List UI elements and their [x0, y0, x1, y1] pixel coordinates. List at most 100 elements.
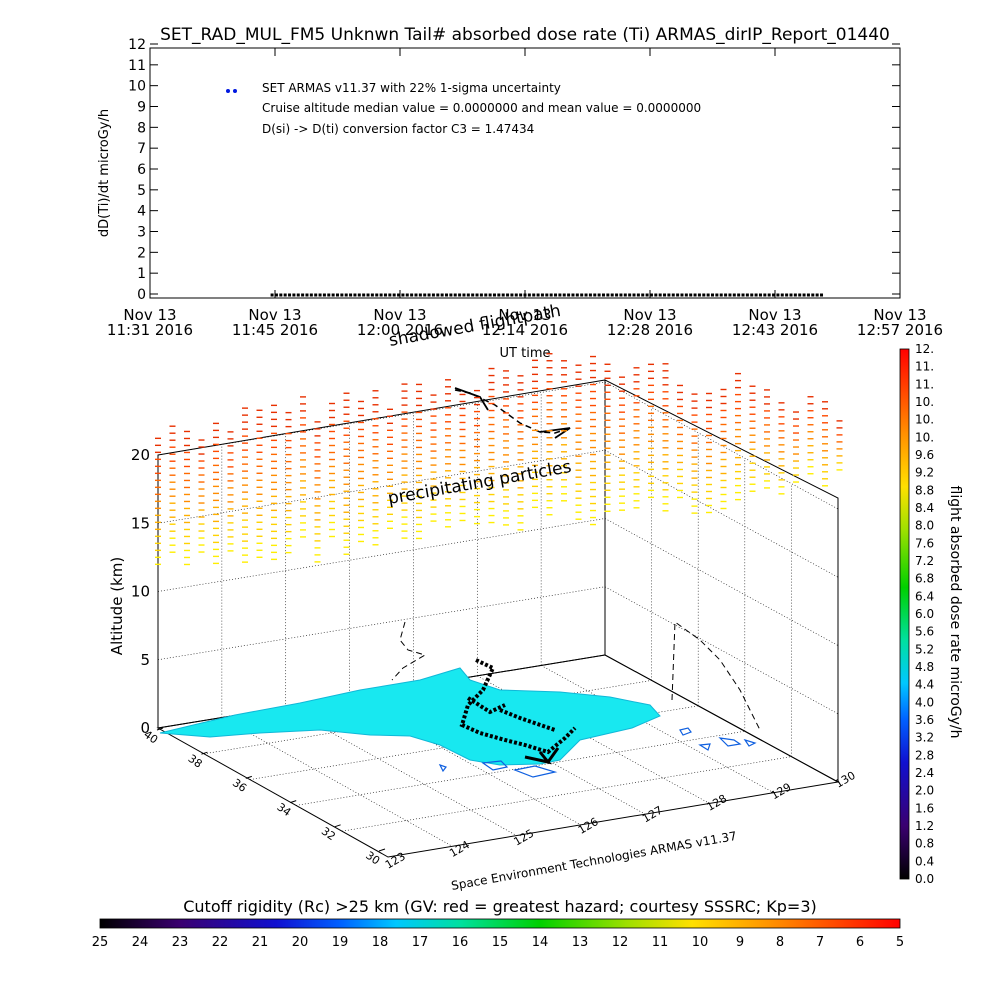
cutoff-tick-label: 22 — [212, 935, 229, 950]
data-point — [475, 293, 479, 297]
colorbar-tick-label: 2.8 — [915, 748, 934, 762]
x-tick-time: 11:31 2016 — [107, 321, 193, 339]
annotation-cruise: Cruise altitude median value = 0.0000000… — [262, 101, 701, 115]
colorbar-tick-label: 10. — [915, 395, 934, 409]
data-point — [405, 293, 409, 297]
altitude-tick-label: 5 — [140, 651, 150, 669]
colorbar-tick-label: 1.2 — [915, 819, 934, 833]
cutoff-tick-label: 5 — [896, 935, 904, 950]
x-tick-date: Nov 13 — [498, 306, 551, 324]
data-point — [370, 293, 374, 297]
legend-marker — [233, 89, 237, 93]
grid-line — [157, 586, 606, 661]
cutoff-tick-label: 19 — [332, 935, 349, 950]
colorbar-tick-label: 8.4 — [915, 501, 934, 515]
data-point — [676, 293, 680, 297]
y-tick-label: 2 — [137, 245, 146, 261]
data-point — [353, 293, 357, 297]
legend: SET ARMAS v11.37 with 22% 1-sigma uncert… — [226, 81, 561, 95]
data-point — [484, 293, 488, 297]
data-point — [750, 293, 754, 297]
data-point — [357, 293, 361, 297]
altitude-axis-label: Altitude (km) — [108, 557, 126, 655]
grid-line — [157, 381, 606, 456]
cutoff-tick-label: 25 — [92, 935, 109, 950]
data-point — [806, 293, 810, 297]
data-point — [401, 293, 405, 297]
data-point — [532, 293, 536, 297]
colorbar-tick-label: 11. — [915, 360, 934, 374]
data-point — [588, 293, 592, 297]
data-point — [519, 293, 523, 297]
data-point — [497, 293, 501, 297]
data-point — [702, 293, 706, 297]
data-point — [584, 293, 588, 297]
data-point — [815, 293, 819, 297]
colorbar-tick-label: 3.2 — [915, 731, 934, 745]
colorbar-tick-label: 0.8 — [915, 837, 934, 851]
x-tick-date: Nov 13 — [248, 306, 301, 324]
colorbar-fill — [899, 348, 910, 880]
data-point — [305, 293, 309, 297]
cutoff-tick-label: 16 — [452, 935, 469, 950]
data-point — [375, 293, 379, 297]
colorbar-tick-label: 0.0 — [915, 872, 934, 886]
lat-tick-label: 34 — [274, 800, 293, 819]
colorbar-tick-label: 8.0 — [915, 519, 934, 533]
data-point — [388, 293, 392, 297]
data-point — [510, 293, 514, 297]
shadow-path-side — [671, 621, 761, 731]
x-tick-time: 11:45 2016 — [232, 321, 318, 339]
grid-line — [295, 730, 745, 806]
grid-line — [341, 756, 792, 832]
y-tick-label: 5 — [137, 183, 146, 199]
data-point — [649, 293, 653, 297]
data-point — [366, 293, 370, 297]
altitude-tick-label: 20 — [131, 446, 150, 464]
data-point — [410, 293, 414, 297]
data-point — [671, 293, 675, 297]
grid-line — [604, 518, 839, 646]
cutoff-rigidity-bar — [99, 918, 901, 929]
data-point — [680, 293, 684, 297]
data-point — [540, 293, 544, 297]
lat-tick — [290, 800, 297, 804]
colorbar: 0.0 0.4 0.8 1.2 1.6 2.0 2.4 2.8 3.2 3.6 4.0 4.4 4.8 5… — [899, 342, 963, 886]
colorbar-tick-label: 5.6 — [915, 625, 934, 639]
dose-curtains — [155, 353, 843, 566]
altitude-tick-label: 0 — [140, 719, 150, 737]
data-point — [344, 293, 348, 297]
x-tick-time: 12:57 2016 — [857, 321, 943, 339]
data-point — [423, 293, 427, 297]
colorbar-tick-label: 10. — [915, 430, 934, 444]
grid-line — [540, 665, 774, 793]
data-point — [623, 293, 627, 297]
data-point — [453, 293, 457, 297]
data-point — [706, 293, 710, 297]
data-point — [732, 293, 736, 297]
credit-label: Space Environment Technologies ARMAS v11… — [450, 829, 738, 893]
data-point — [523, 293, 527, 297]
data-point — [789, 293, 793, 297]
data-point — [767, 293, 771, 297]
data-point — [728, 293, 732, 297]
data-point — [414, 293, 418, 297]
data-point — [689, 293, 693, 297]
data-point — [737, 293, 741, 297]
data-point — [606, 293, 610, 297]
x-tick-date: Nov 13 — [123, 306, 176, 324]
lon-tick-label: 125 — [512, 827, 537, 849]
data-point — [567, 293, 571, 297]
x-tick-time: 12:43 2016 — [732, 321, 818, 339]
data-point — [571, 293, 575, 297]
colorbar-tick-label: 9.2 — [915, 466, 934, 480]
cutoff-tick-label: 24 — [132, 935, 149, 950]
colorbar-tick-label: 1.6 — [915, 801, 934, 815]
lon-tick-label: 127 — [640, 804, 665, 826]
shadow-path-top — [454, 389, 571, 434]
data-point — [362, 293, 366, 297]
data-point — [397, 293, 401, 297]
data-point — [645, 293, 649, 297]
cutoff-tick-label: 18 — [372, 935, 389, 950]
